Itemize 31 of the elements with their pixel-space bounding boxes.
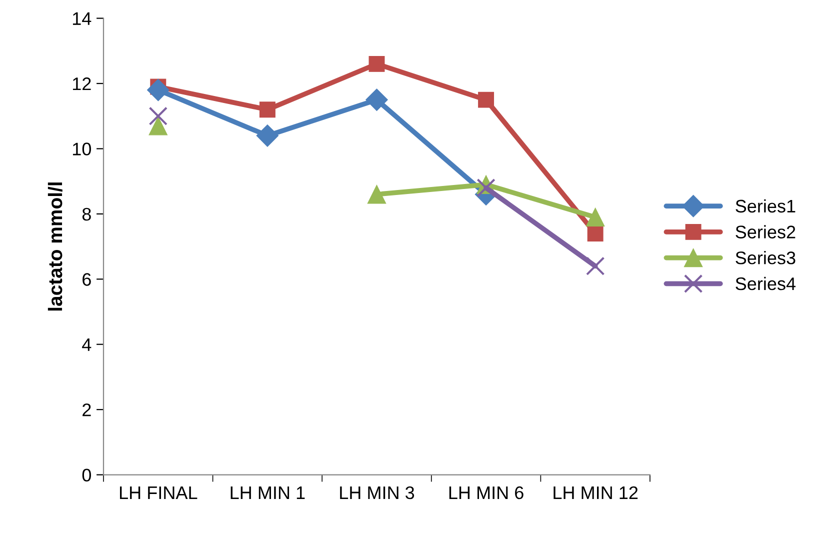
y-tick-label: 12 [72, 77, 91, 90]
point [148, 116, 168, 136]
y-tick-label: 4 [82, 338, 92, 351]
legend-label: Series4 [736, 276, 796, 290]
x-tick-label: LH MIN 1 [230, 486, 305, 499]
point [476, 178, 496, 198]
point [367, 184, 386, 204]
x-tick-label: LH MIN 3 [340, 486, 414, 500]
x-tick-label: LH MIN 12 [554, 486, 638, 499]
legend-label: Series2 [736, 225, 796, 238]
point [146, 78, 170, 102]
point [586, 256, 605, 276]
y-axis-title: lactato mmol/l [48, 182, 62, 311]
x-tick-label: LH FINAL [120, 486, 198, 499]
y-tick-label: 2 [82, 404, 91, 416]
point [586, 208, 605, 227]
point [366, 88, 388, 111]
y-tick-label: 0 [82, 468, 91, 482]
y-tick-label: 8 [82, 208, 91, 221]
x-tick-label: LH MIN 6 [449, 486, 524, 500]
y-tick-label: 6 [82, 273, 91, 286]
legend-label: Series3 [736, 251, 796, 264]
point [478, 92, 494, 108]
point [587, 226, 604, 242]
point [259, 102, 276, 118]
point [368, 56, 385, 72]
legend-label: Series1 [736, 199, 796, 213]
y-tick-label: 10 [72, 142, 91, 156]
point [148, 106, 168, 126]
point [256, 124, 279, 147]
y-tick-label: 14 [72, 12, 92, 25]
